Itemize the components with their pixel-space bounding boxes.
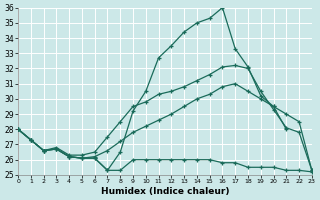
X-axis label: Humidex (Indice chaleur): Humidex (Indice chaleur) bbox=[101, 187, 229, 196]
